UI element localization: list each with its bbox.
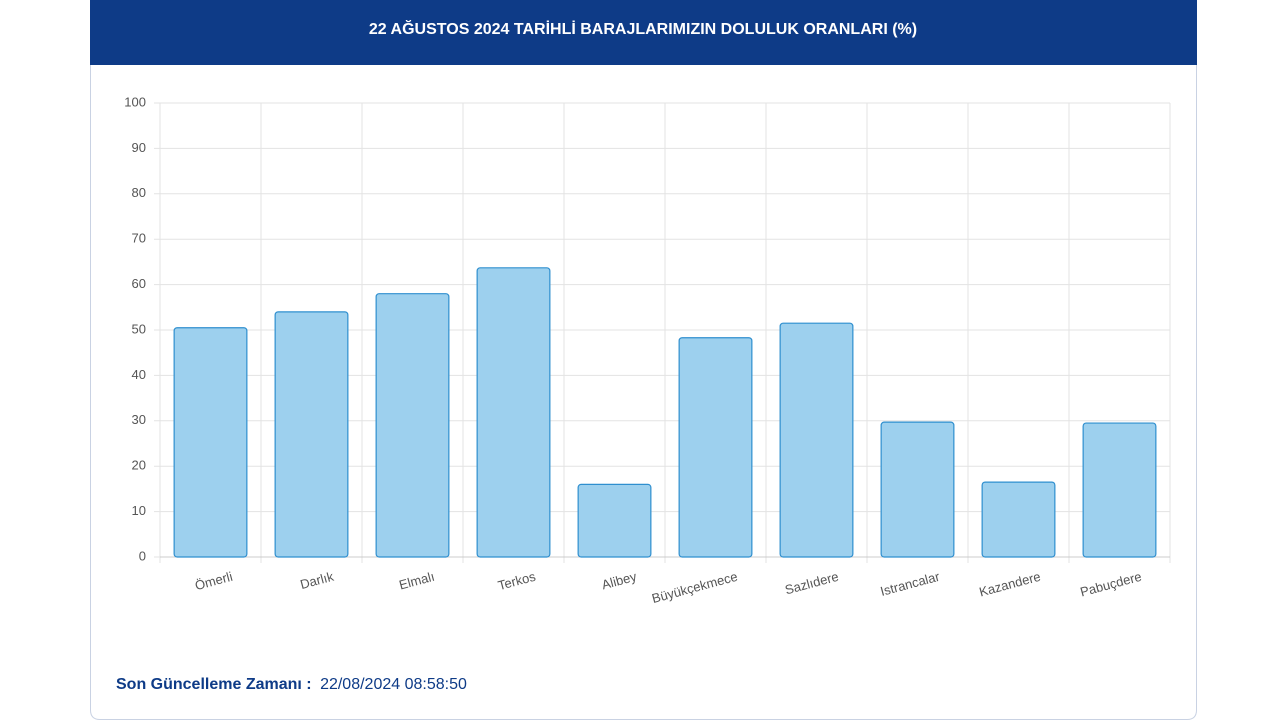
bar [981,481,1056,558]
bar [880,421,955,558]
bar [678,337,753,558]
bar [779,322,854,558]
footer-time: 22/08/2024 08:58:50 [320,676,467,693]
y-tick-label: 90 [132,140,146,155]
bar [173,327,248,558]
card [90,0,1197,720]
y-tick-label: 60 [132,276,146,291]
footer-label: Son Güncelleme Zamanı : [116,676,312,693]
y-tick-label: 80 [132,185,146,200]
y-tick-label: 20 [132,458,146,473]
header [90,0,1197,65]
chart-title: 22 AĞUSTOS 2024 TARİHLİ BARAJLARIMIZIN D… [369,19,917,38]
bar [476,267,551,558]
y-tick-label: 10 [132,503,146,518]
y-tick-label: 0 [139,548,146,563]
y-tick-label: 50 [132,321,146,336]
bar [1082,422,1157,558]
y-tick-label: 40 [132,367,146,382]
bar [375,293,450,558]
y-tick-label: 100 [124,94,146,109]
y-tick-label: 70 [132,231,146,246]
y-tick-label: 30 [132,412,146,427]
bar [577,483,652,558]
bar [274,311,349,558]
footer: Son Güncelleme Zamanı : 22/08/2024 08:58… [116,676,467,693]
